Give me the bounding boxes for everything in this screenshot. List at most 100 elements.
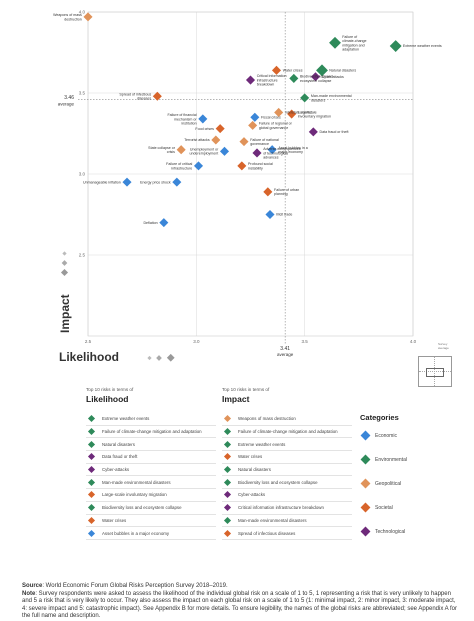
data-point [265,209,275,220]
data-point [159,218,169,228]
category-legend-label: Technological [375,528,406,535]
category-diamond-icon [87,529,96,537]
impact-average-value: 3.46 [64,95,74,101]
data-point [237,161,247,171]
list-item: Man-made environmental disasters [222,515,352,528]
list-item-label: Extreme weather events [102,416,150,422]
data-point [219,146,230,156]
data-point [271,65,282,75]
category-legend-label: Societal [375,504,393,511]
x-axis-scale-hint [147,353,175,362]
data-point [289,73,299,83]
data-point [211,135,221,145]
category-diamond-icon [87,516,96,524]
point-label: Terrorist attacks [184,138,210,142]
data-point [198,114,208,124]
list-item-label: Failure of climate-change mitigation and… [238,429,338,435]
data-point [152,91,162,101]
list-item: Cyber-attacks [86,464,216,477]
point-labels: Extreme weather events Failure of climate-… [53,13,442,225]
category-diamond-icon [360,454,371,465]
data-point [267,145,277,155]
axis-ticks: 2.5 3.0 3.5 4.0 2.5 3.0 3.5 4.0 [79,10,417,345]
category-diamond-icon [223,427,232,436]
y-tick-label: 4.0 [79,10,86,15]
point-label: Failure of urban planning [274,188,299,196]
data-point [215,124,225,134]
category-diamond-icon [87,453,96,461]
category-diamond-icon [87,466,96,474]
category-diamond-icon [223,453,232,461]
chart-grid [87,11,414,337]
x-tick-label: 3.5 [302,339,309,344]
category-diamond-icon [223,491,232,499]
point-label: Cyber-attacks [322,75,344,79]
category-legend-item: Geopolitical [360,478,401,489]
list-item-label: Biodiversity loss and ecosystem collapse [238,479,318,485]
list-item: Spread of infectious diseases [222,527,352,540]
list-item: Large-scale involuntary migration [86,489,216,502]
data-point [300,93,310,103]
y-axis-scale-hint [60,251,69,277]
point-label: Unmanageable inflation [83,180,121,184]
category-diamond-icon [360,430,371,441]
point-label: Natural disasters [329,69,356,73]
category-diamond-icon [223,529,232,537]
list-item: Weapons of mass destruction [222,413,352,426]
list-item: Natural disasters [222,464,352,477]
category-diamond-icon [223,440,232,448]
category-legend-item: Societal [360,502,393,513]
category-diamond-icon [87,415,96,423]
likelihood-list-title: Likelihood [86,394,129,404]
category-diamond-icon [87,440,96,448]
point-label: Fiscal crises [261,116,281,120]
category-diamond-icon [223,415,232,423]
point-label: Critical information infrastructure breakd… [257,74,287,86]
list-item-label: Cyber-attacks [102,467,130,473]
data-point [308,127,318,137]
plot-frame [87,11,414,337]
category-diamond-icon [360,502,371,513]
point-label: Deflation [143,221,157,225]
data-point [193,161,204,171]
footnote-source: Source: World Economic Forum Global Risk… [22,583,228,589]
point-label: Failure of financial mechanism or institut… [167,113,197,125]
list-item-label: Extreme weather events [238,441,286,447]
list-item-label: Data fraud or theft [102,454,138,460]
list-item: Water crises [86,515,216,528]
footnote-note: Note: Survey respondents were asked to a… [22,590,458,620]
impact-list-title: Impact [222,394,250,404]
point-label: Failure of regional or global governance [259,122,293,130]
category-legend-item: Technological [360,526,406,537]
footnote: Source: World Economic Forum Global Risk… [22,583,462,621]
data-point [248,120,258,130]
list-item: Critical information infrastructure brea… [222,502,352,515]
y-axis-title: Impact [58,294,72,333]
x-axis-title: Likelihood [59,350,119,364]
point-label: Spread of infectious diseases [119,92,151,100]
list-item-label: Biodiversity loss and ecosystem collapse [102,505,182,511]
point-label: Failure of climate-change mitigation and ad… [342,35,366,52]
category-legend-label: Environmental [375,456,407,463]
data-point [239,137,249,147]
impact-list: Weapons of mass destruction Failure of cl… [222,413,352,540]
category-legend-label: Economic [375,432,397,439]
point-label: Weapons of mass destruction [53,13,82,21]
impact-list-subtitle: Top 10 risks in terms of [222,387,270,392]
category-diamond-icon [360,478,371,489]
category-diamond-icon [223,466,232,474]
list-item-label: Large-scale involuntary migration [102,492,167,498]
list-item-label: Spread of infectious diseases [238,530,296,536]
list-item-label: Water crises [238,454,263,460]
list-item: Extreme weather events [222,438,352,452]
list-item: Biodiversity loss and ecosystem collapse [86,502,216,515]
list-item: Data fraud or theft [86,451,216,464]
likelihood-list-subtitle: Top 10 risks in terms of [86,387,134,392]
y-tick-label: 3.0 [79,172,86,177]
categories-title: Categories [360,413,399,422]
category-diamond-icon [87,504,96,512]
data-point [250,112,260,122]
list-item: Biodiversity loss and ecosystem collapse [222,476,352,490]
list-item-label: Cyber-attacks [238,492,266,498]
